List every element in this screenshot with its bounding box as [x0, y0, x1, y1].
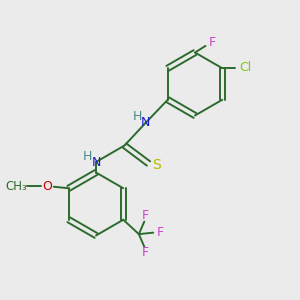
Text: F: F [209, 36, 216, 50]
Text: O: O [42, 180, 52, 193]
Text: F: F [142, 209, 149, 222]
Text: N: N [141, 116, 150, 130]
Text: CH₃: CH₃ [5, 180, 27, 193]
Text: F: F [157, 226, 164, 239]
Text: F: F [142, 246, 149, 259]
Text: H: H [83, 149, 92, 163]
Text: N: N [91, 155, 101, 169]
Text: H: H [132, 110, 142, 123]
Text: Cl: Cl [240, 61, 252, 74]
Text: S: S [152, 158, 161, 172]
